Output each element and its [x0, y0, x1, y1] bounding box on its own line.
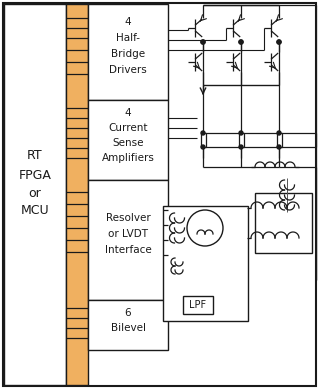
Bar	[88, 300, 168, 350]
Circle shape	[239, 40, 243, 44]
Circle shape	[277, 131, 281, 135]
Text: FPGA: FPGA	[19, 168, 51, 182]
Bar	[255, 193, 312, 253]
Text: or LVDT: or LVDT	[108, 229, 148, 239]
Bar	[88, 100, 168, 180]
Text: Amplifiers: Amplifiers	[101, 153, 154, 163]
Text: Current: Current	[108, 123, 148, 133]
Circle shape	[277, 145, 281, 149]
Bar	[66, 4, 88, 385]
Circle shape	[277, 40, 281, 44]
Text: Bilevel: Bilevel	[110, 323, 145, 333]
Circle shape	[201, 40, 205, 44]
Bar	[277, 133, 281, 147]
Bar	[239, 133, 243, 147]
Circle shape	[277, 40, 281, 44]
Text: Drivers: Drivers	[109, 65, 147, 75]
Text: Interface: Interface	[105, 245, 152, 255]
Circle shape	[201, 145, 205, 149]
Circle shape	[187, 210, 223, 246]
Bar	[163, 206, 248, 321]
Text: 6: 6	[125, 308, 131, 318]
Bar	[88, 4, 168, 100]
Circle shape	[239, 131, 243, 135]
Bar	[201, 133, 205, 147]
Text: 4: 4	[125, 108, 131, 118]
Text: Sense: Sense	[112, 138, 144, 148]
Text: 4: 4	[125, 17, 131, 27]
Text: Half-: Half-	[116, 33, 140, 43]
Circle shape	[201, 40, 205, 44]
Bar	[4, 4, 66, 385]
Text: LPF: LPF	[189, 300, 207, 310]
Circle shape	[239, 145, 243, 149]
Circle shape	[239, 40, 243, 44]
Text: Resolver: Resolver	[106, 213, 150, 223]
Bar	[88, 180, 168, 300]
Text: or: or	[29, 186, 41, 200]
Bar	[183, 296, 213, 314]
Circle shape	[201, 131, 205, 135]
Text: RT: RT	[27, 149, 43, 161]
Text: MCU: MCU	[21, 203, 49, 217]
Text: Bridge: Bridge	[111, 49, 145, 59]
